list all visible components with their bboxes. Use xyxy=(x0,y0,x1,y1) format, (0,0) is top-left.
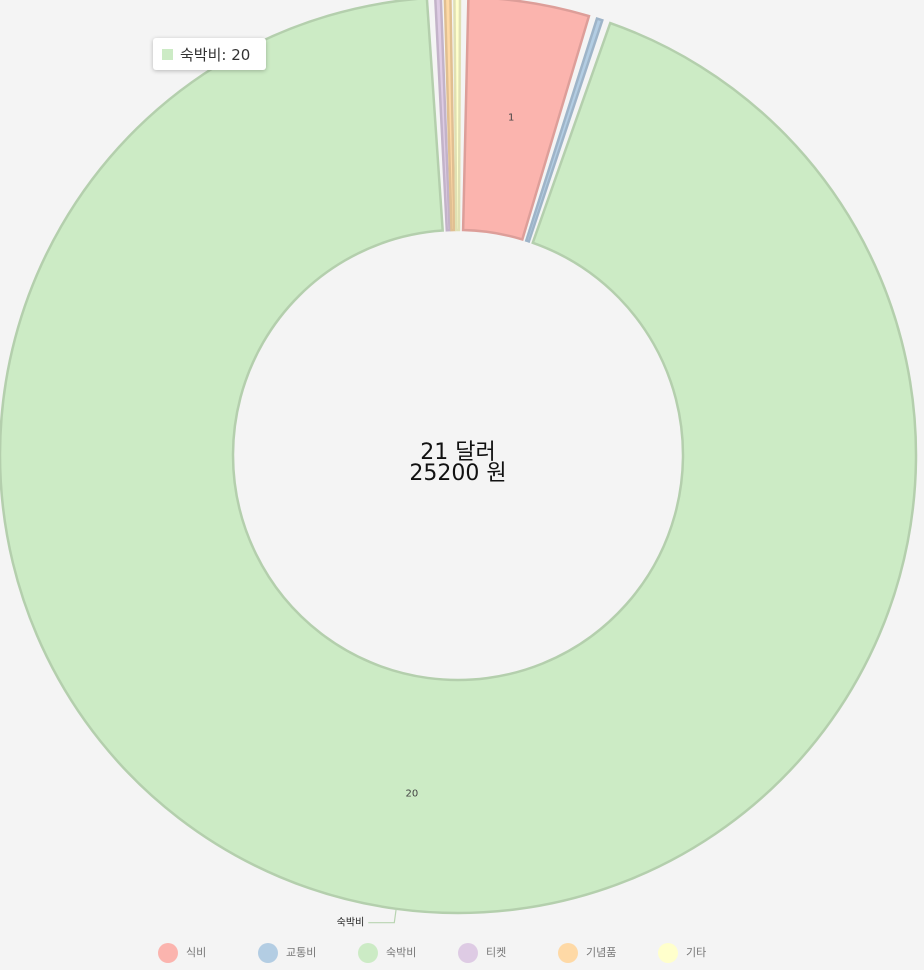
legend-label: 기타 xyxy=(686,946,706,959)
center-text: 21 달러 xyxy=(420,440,495,465)
legend-swatch xyxy=(158,943,178,963)
legend-swatch xyxy=(258,943,278,963)
slice xyxy=(0,0,918,915)
label-line xyxy=(368,908,397,924)
tooltip-text: 숙박비: 20 xyxy=(180,45,251,64)
data-label: 20 xyxy=(406,788,419,799)
slice xyxy=(524,17,604,244)
slice xyxy=(434,0,451,232)
legend-swatch xyxy=(458,943,478,963)
legend-swatch xyxy=(358,943,378,963)
tooltip: 숙박비: 20 xyxy=(153,38,266,70)
legend-label: 티켓 xyxy=(486,946,506,959)
legend-label: 식비 xyxy=(186,946,206,959)
center-text: 25200 원 xyxy=(409,461,506,486)
slice xyxy=(461,0,591,241)
slice xyxy=(453,0,462,232)
legend-swatch xyxy=(558,943,578,963)
slice xyxy=(443,0,456,232)
data-label: 1 xyxy=(508,113,514,124)
legend-label: 교통비 xyxy=(286,946,316,959)
outer-label: 숙박비 xyxy=(337,917,365,929)
tooltip-swatch xyxy=(162,48,173,60)
legend-swatch xyxy=(658,943,678,963)
legend-label: 숙박비 xyxy=(386,946,416,959)
legend-label: 기념품 xyxy=(586,946,616,959)
